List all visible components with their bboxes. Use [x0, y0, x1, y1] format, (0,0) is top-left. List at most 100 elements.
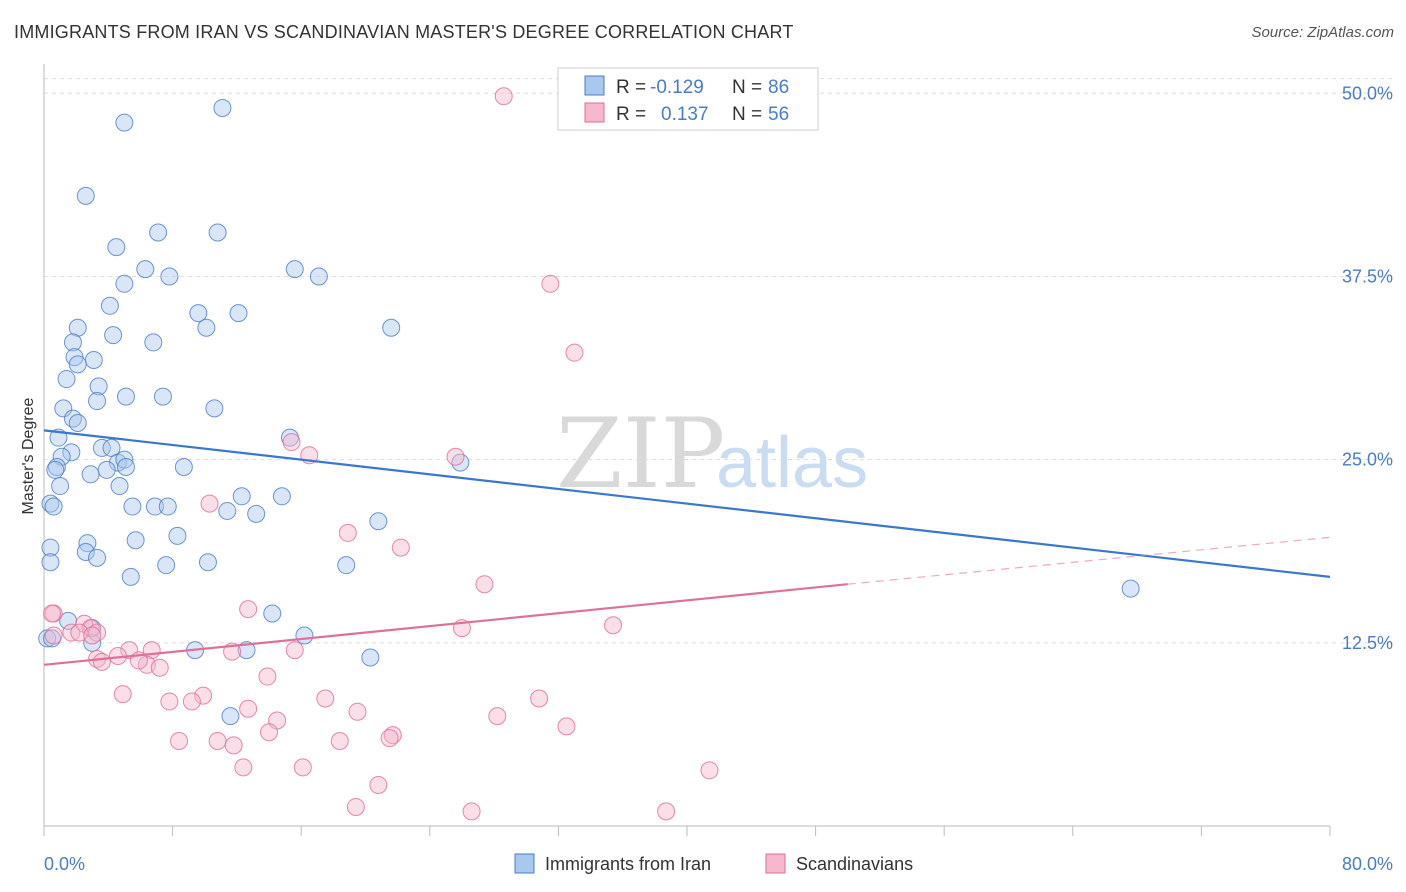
trend-line-iran	[43, 429, 1331, 578]
watermark-atlas: atlas	[716, 423, 868, 503]
data-point-iran	[68, 318, 87, 337]
y-tick-label: 25.0%	[1342, 450, 1393, 470]
data-point-iran	[41, 494, 60, 513]
data-point-scandinavians	[338, 523, 357, 542]
legend-n-value: 86	[768, 77, 789, 98]
series-scandinavians-points	[43, 87, 719, 821]
data-point-scandinavians	[282, 433, 301, 452]
data-point-iran	[76, 542, 95, 561]
data-point-iran	[144, 333, 163, 352]
data-point-iran	[451, 453, 470, 472]
data-point-scandinavians	[446, 447, 465, 466]
gridlines	[44, 78, 1392, 644]
data-point-iran	[84, 351, 103, 370]
data-point-scandinavians	[208, 732, 227, 751]
legend-swatch-iran	[514, 853, 535, 874]
data-point-scandinavians	[316, 689, 335, 708]
data-point-scandinavians	[530, 689, 549, 708]
data-point-scandinavians	[200, 494, 219, 513]
data-point-scandinavians	[239, 600, 258, 619]
data-point-scandinavians	[260, 723, 279, 742]
data-point-scandinavians	[194, 686, 213, 705]
data-point-iran	[272, 487, 291, 506]
data-point-iran	[97, 460, 116, 479]
y-tick-label: 12.5%	[1342, 633, 1393, 653]
legend-swatch-pink	[584, 102, 605, 123]
axes	[43, 64, 1331, 836]
data-point-iran	[83, 633, 102, 652]
data-point-scandinavians	[83, 626, 102, 645]
data-point-iran	[44, 497, 63, 516]
x-tick-label: 80.0%	[1342, 854, 1393, 874]
legend-r-label: R =	[616, 77, 646, 98]
data-point-iran	[157, 556, 176, 575]
data-point-iran	[115, 274, 134, 293]
data-point-scandinavians	[160, 692, 179, 711]
data-point-iran	[41, 553, 60, 572]
legend-r-value: 0.137	[661, 104, 709, 125]
data-point-scandinavians	[391, 538, 410, 557]
legend-swatch-scandinavians	[765, 853, 786, 874]
data-point-iran	[107, 238, 126, 257]
data-point-iran	[309, 267, 328, 286]
data-point-scandinavians	[383, 726, 402, 745]
data-point-scandinavians	[462, 802, 481, 821]
data-point-scandinavians	[258, 667, 277, 686]
data-point-iran	[116, 457, 135, 476]
data-point-iran	[145, 497, 164, 516]
data-point-scandinavians	[182, 692, 201, 711]
data-point-iran	[285, 260, 304, 279]
data-point-iran	[121, 567, 140, 586]
data-point-iran	[174, 457, 193, 476]
data-point-iran	[1121, 579, 1140, 598]
data-point-iran	[116, 387, 135, 406]
data-point-scandinavians	[369, 775, 388, 794]
data-point-iran	[247, 504, 266, 523]
data-point-iran	[123, 497, 142, 516]
tick-labels: 12.5% 25.0% 37.5% 50.0% 0.0% 80.0%	[44, 83, 1393, 874]
data-point-iran	[213, 98, 232, 117]
data-point-scandinavians	[44, 626, 63, 645]
data-point-iran	[197, 318, 216, 337]
data-point-scandinavians	[541, 274, 560, 293]
trend-lines	[43, 429, 1331, 666]
data-point-iran	[88, 548, 107, 567]
y-axis-title: Master's Degree	[20, 397, 37, 514]
data-point-scandinavians	[113, 685, 132, 704]
data-point-iran	[43, 629, 62, 648]
data-point-scandinavians	[330, 732, 349, 751]
data-point-iran	[361, 648, 380, 667]
data-point-scandinavians	[657, 802, 676, 821]
trend-line-scandinavians	[43, 583, 848, 666]
data-point-scandinavians	[475, 575, 494, 594]
legend-label-iran: Immigrants from Iran	[545, 854, 711, 874]
data-point-scandinavians	[604, 616, 623, 635]
data-point-scandinavians	[557, 717, 576, 736]
series-legend: Immigrants from Iran Scandinavians	[514, 853, 913, 874]
legend-r-label: R =	[616, 104, 646, 125]
data-point-iran	[218, 501, 237, 520]
legend-swatch-blue	[584, 75, 605, 96]
legend-n-label: N =	[732, 104, 762, 125]
data-point-iran	[295, 626, 314, 645]
data-point-iran	[76, 186, 95, 205]
data-point-iran	[149, 223, 168, 242]
source-credit: Source: ZipAtlas.com	[1251, 24, 1394, 41]
trend-line-scandinavians-extension	[847, 536, 1331, 585]
y-tick-label: 37.5%	[1342, 266, 1393, 286]
data-point-iran	[136, 260, 155, 279]
data-point-iran	[232, 487, 251, 506]
data-point-scandinavians	[224, 736, 243, 755]
data-point-iran	[205, 399, 224, 418]
data-point-iran	[198, 553, 217, 572]
data-point-iran	[81, 465, 100, 484]
data-point-iran	[68, 355, 87, 374]
data-point-scandinavians	[293, 758, 312, 777]
data-point-iran	[41, 538, 60, 557]
data-point-scandinavians	[239, 699, 258, 718]
data-point-iran	[153, 387, 172, 406]
data-point-iran	[369, 512, 388, 531]
legend-n-value: 56	[768, 104, 789, 125]
data-point-iran	[221, 707, 240, 726]
